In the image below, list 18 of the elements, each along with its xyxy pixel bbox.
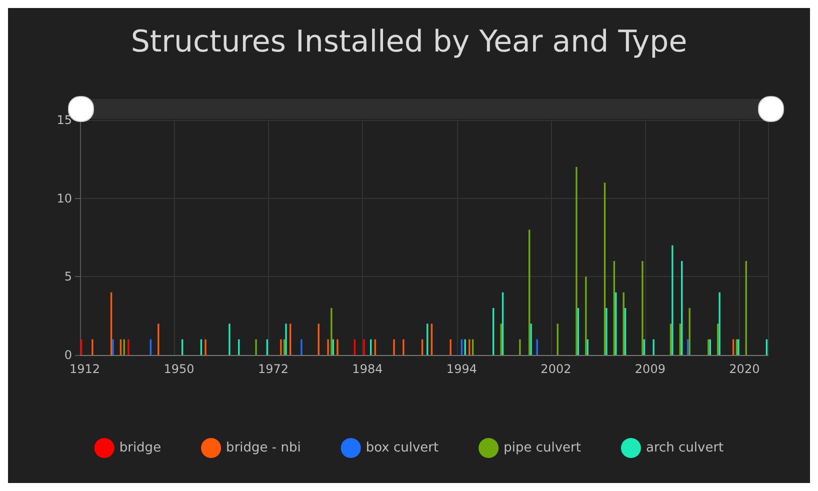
x-tick-label: 1984 xyxy=(352,362,383,376)
y-tick-label: 5 xyxy=(64,270,72,284)
legend-label: bridge - nbi xyxy=(226,440,301,456)
y-tick-label: 15 xyxy=(56,113,72,127)
x-tick-label: 1912 xyxy=(69,362,100,376)
x-tick-label: 2002 xyxy=(540,362,572,376)
y-tick-label: 0 xyxy=(64,348,72,362)
x-tick-label: 1994 xyxy=(446,362,477,376)
legend-label: box culvert xyxy=(366,440,439,456)
legend-label: bridge xyxy=(119,440,162,456)
legend-label: pipe culvert xyxy=(504,440,581,456)
x-tick-label: 1950 xyxy=(164,362,194,376)
legend-label: arch culvert xyxy=(646,440,724,456)
y-tick-label: 10 xyxy=(56,191,72,206)
x-tick-label: 1972 xyxy=(258,362,288,376)
chart-title: Structures Installed by Year and Type xyxy=(130,24,688,60)
x-tick-label: 2020 xyxy=(729,362,760,376)
x-tick-label: 2009 xyxy=(634,362,666,376)
